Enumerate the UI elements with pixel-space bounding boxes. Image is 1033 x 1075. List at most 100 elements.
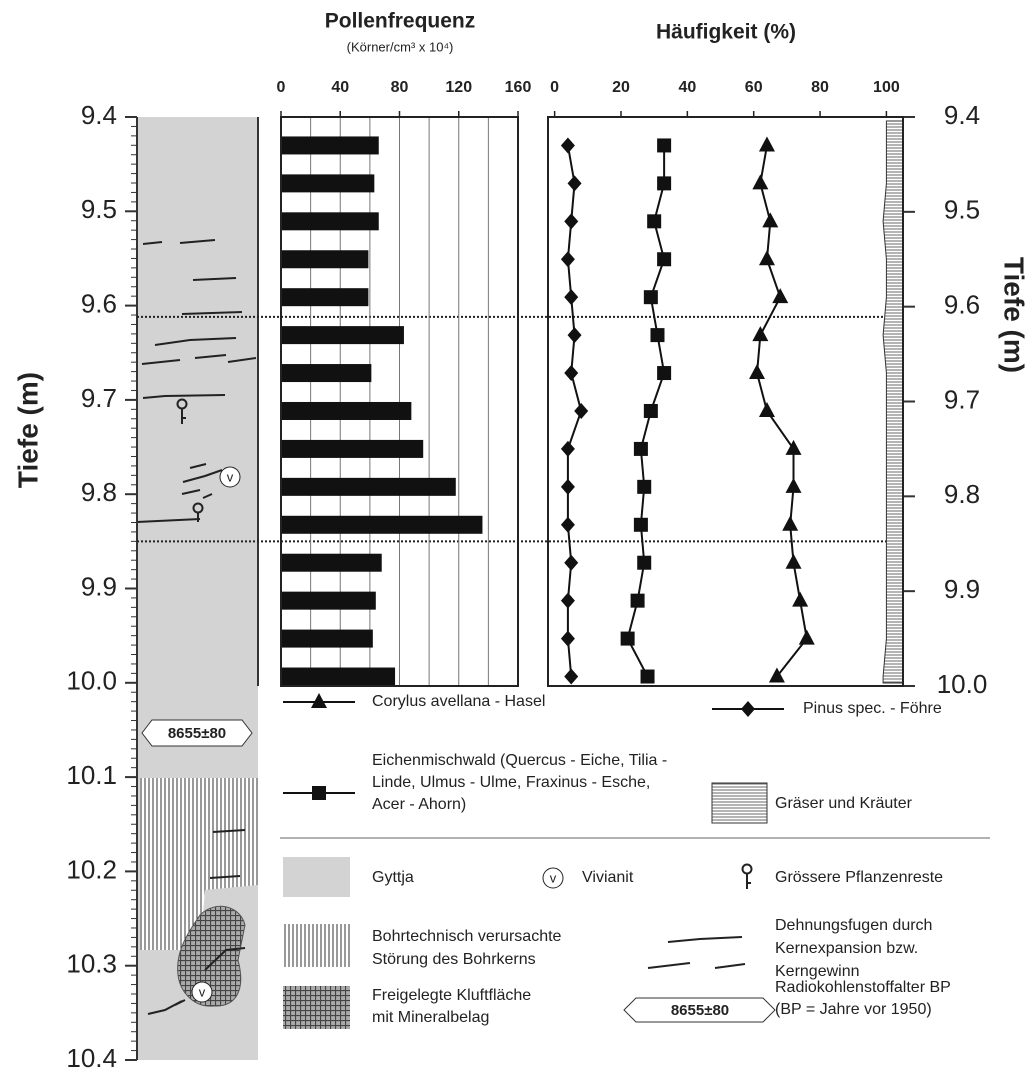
marker-diamond	[567, 327, 582, 344]
legend-swatch	[283, 857, 350, 897]
marker-diamond	[564, 289, 579, 306]
marker-diamond	[564, 554, 579, 571]
plant-remains	[176, 398, 204, 522]
marker-diamond	[741, 701, 755, 717]
vivianite	[191, 981, 213, 1003]
y-tick-label: 9.4	[81, 100, 117, 130]
x-tick-label: 80	[391, 79, 409, 96]
marker-diamond	[560, 137, 575, 154]
marker-diamond	[567, 175, 582, 192]
bar	[281, 477, 456, 496]
marker-square	[640, 669, 655, 684]
legend-text: Kerngewinn	[775, 963, 860, 980]
bar	[281, 591, 376, 610]
legend-text: Gyttja	[372, 869, 414, 886]
cracks	[136, 239, 257, 1015]
legend-text: Radiokohlenstoffalter BP	[775, 979, 951, 996]
vivianite-symbol: v	[227, 469, 234, 484]
y-axis-label: Tiefe (m)	[12, 372, 43, 488]
marker-diamond	[564, 365, 579, 382]
legend-text: Freigelegte Kluftfläche	[372, 987, 531, 1004]
legend-swatch	[283, 986, 350, 1029]
marker-square	[637, 479, 652, 494]
bar	[281, 629, 373, 648]
marker-square	[620, 631, 635, 646]
marker-square	[643, 290, 658, 305]
marker-triangle	[749, 364, 766, 380]
y-tick-label: 9.7	[944, 384, 980, 414]
marker-square	[657, 138, 672, 153]
legend-swatch	[711, 782, 768, 824]
y-tick-label: 9.9	[81, 571, 117, 601]
marker-triangle	[785, 477, 802, 493]
disturbed-core	[140, 778, 258, 950]
y-tick-label: 9.5	[944, 195, 980, 225]
legend-text: Dehnungsfugen durch	[775, 917, 932, 934]
vivianite-symbol: v	[550, 870, 557, 885]
marker-diamond	[560, 478, 575, 495]
y-tick-label: 10.0	[66, 666, 117, 696]
legend-text: Bohrtechnisch verursachte	[372, 928, 562, 945]
legend-cracks	[647, 936, 746, 969]
marker-triangle	[752, 326, 769, 342]
y-tick-label: 9.8	[944, 479, 980, 509]
chart-title: Häufigkeit (%)	[656, 21, 796, 44]
bar	[281, 515, 483, 534]
bar	[281, 174, 375, 193]
lithology-legend: v 8655±80 Gyttja Vivianit Grössere Pflan…	[280, 837, 990, 1029]
bar	[281, 401, 412, 420]
area	[882, 120, 904, 684]
y-axis-label: Tiefe (m)	[999, 257, 1030, 373]
marker-triangle	[768, 667, 785, 683]
legend-text: (BP = Jahre vor 1950)	[775, 1001, 932, 1018]
legend-label: Corylus avellana - Hasel	[372, 693, 546, 710]
marker-triangle	[785, 439, 802, 455]
bar	[281, 439, 424, 458]
legend-label: Eichenmischwald (Quercus - Eiche, Tilia …	[372, 752, 668, 813]
marker-triangle	[758, 250, 775, 266]
x-tick-label: 40	[331, 79, 349, 96]
legend-vivianite	[542, 867, 564, 889]
y-tick-label: 10.0	[937, 669, 988, 699]
lithology-column: v v 8655±80	[136, 117, 259, 1060]
marker-square	[647, 214, 662, 229]
marker-diamond	[560, 251, 575, 268]
y-tick-label: 9.6	[944, 290, 980, 320]
legend-label: Pinus spec. - Föhre	[803, 700, 942, 717]
plot-frame	[280, 116, 519, 687]
marker-square	[633, 441, 648, 456]
x-tick-label: 60	[745, 79, 763, 96]
chart-title: Pollenfrequenz	[325, 10, 476, 33]
date-hexagon	[141, 719, 253, 747]
legend-date: 8655±80	[671, 1002, 729, 1019]
legend-swatch	[283, 924, 350, 967]
bar	[281, 250, 369, 269]
x-tick-label: 0	[550, 79, 559, 96]
legend-label: Gräser und Kräuter	[775, 795, 912, 812]
x-tick-label: 160	[505, 79, 532, 96]
legend-text: Vivianit	[582, 869, 634, 886]
marker-triangle	[772, 288, 789, 304]
legend-text: Kernexpansion bzw.	[775, 940, 918, 957]
marker-diamond	[560, 592, 575, 609]
marker-triangle	[311, 693, 327, 708]
x-tick-label: 0	[277, 79, 286, 96]
fracture-surface	[177, 905, 246, 1007]
x-tick-label: 20	[612, 79, 630, 96]
y-tick-label: 9.5	[81, 194, 117, 224]
y-tick-label: 10.4	[66, 1043, 117, 1073]
bar	[281, 667, 396, 686]
marker-square	[637, 555, 652, 570]
marker-square	[657, 252, 672, 267]
x-tick-label: 120	[445, 79, 472, 96]
marker-diamond	[560, 516, 575, 533]
legend-text: mit Mineralbelag	[372, 1009, 489, 1026]
marker-square	[630, 593, 645, 608]
marker-triangle	[758, 136, 775, 152]
legend-text: Grössere Pflanzenreste	[775, 869, 943, 886]
plot-frame	[547, 116, 904, 687]
bar	[281, 553, 382, 572]
legend-plant	[741, 863, 753, 889]
marker-square	[633, 517, 648, 532]
